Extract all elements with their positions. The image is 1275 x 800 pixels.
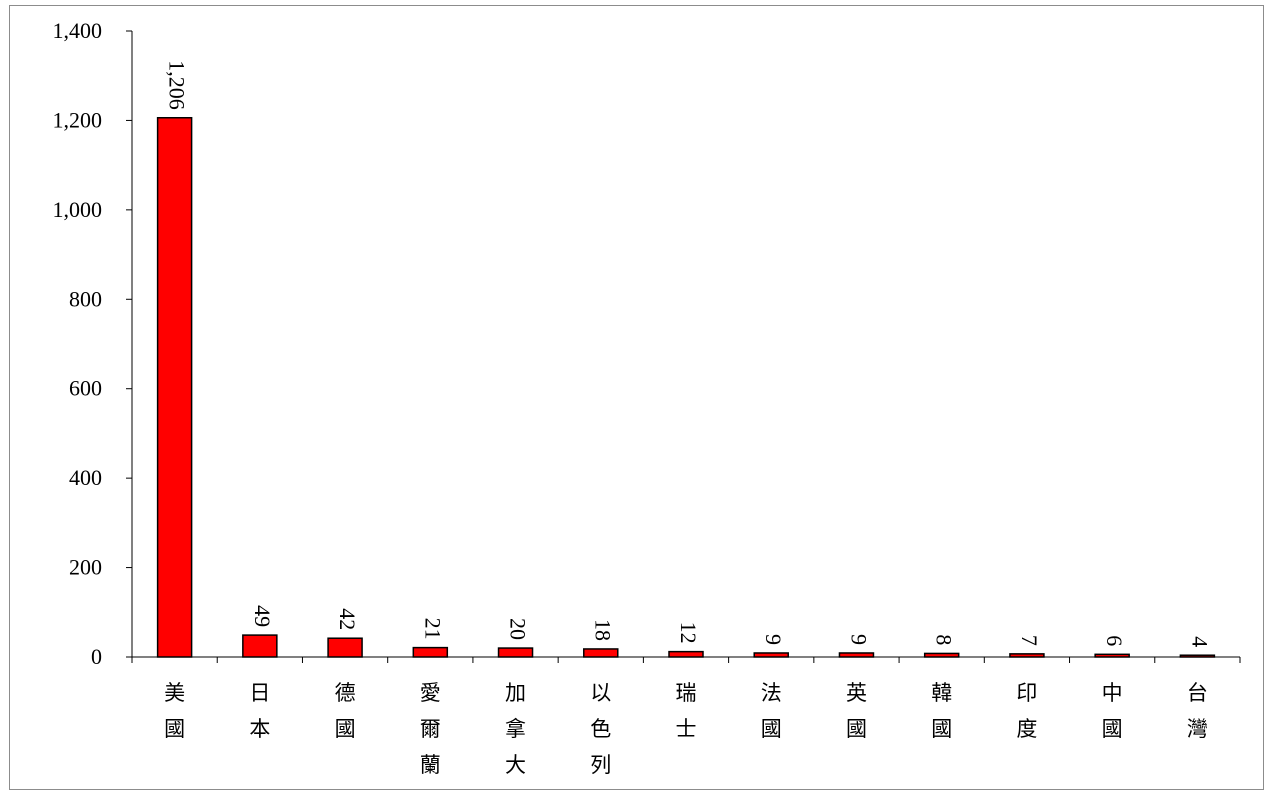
x-category-label: 德國 — [335, 681, 356, 741]
bar — [583, 648, 619, 658]
chart-frame — [9, 5, 1264, 790]
data-label: 49 — [250, 605, 275, 627]
bar — [1009, 653, 1045, 658]
data-label: 4 — [1187, 636, 1212, 647]
bar — [497, 647, 534, 658]
y-tick-label: 800 — [69, 286, 102, 311]
data-label: 9 — [846, 634, 871, 645]
bar — [156, 116, 193, 658]
x-category-label: 中國 — [1102, 681, 1123, 741]
data-label: 6 — [1102, 635, 1127, 646]
bar — [412, 646, 449, 658]
axes: 0 200 400 600 800 1,000 1,200 1,400 — [53, 18, 1241, 669]
x-category-label: 日本 — [249, 681, 270, 741]
bar — [1094, 653, 1130, 658]
data-label: 21 — [420, 618, 445, 640]
data-label: 18 — [591, 619, 616, 641]
x-category-label: 加拿大 — [505, 681, 526, 777]
bar — [242, 634, 278, 658]
data-label: 20 — [505, 618, 530, 640]
y-tick-label: 200 — [69, 555, 102, 580]
y-tick-label: 1,200 — [53, 107, 103, 132]
x-category-label: 印度 — [1016, 681, 1037, 741]
y-tick-label: 400 — [69, 465, 102, 490]
bar — [668, 650, 704, 658]
x-category-label: 台灣 — [1187, 681, 1208, 741]
x-category-label: 美國 — [164, 681, 185, 741]
bar — [1179, 654, 1216, 658]
bar — [838, 652, 875, 658]
x-category-label: 瑞士 — [676, 681, 697, 741]
y-tick-label: 1,400 — [53, 18, 103, 43]
data-label: 9 — [761, 634, 786, 645]
bar — [923, 652, 960, 658]
x-category-label: 韓國 — [931, 681, 952, 741]
data-label: 7 — [1017, 635, 1042, 646]
labels: 1,206 美國 49 日本 42 德國 21 愛爾蘭 20 加拿大 18 以色列 12 瑞士 9 法國 9 英國… — [164, 60, 1212, 777]
x-category-label: 法國 — [761, 681, 782, 741]
data-label: 1,206 — [165, 60, 190, 110]
data-label: 12 — [676, 622, 701, 644]
y-tick-label: 0 — [91, 644, 102, 669]
bar — [753, 652, 789, 658]
x-category-label: 愛爾蘭 — [420, 681, 441, 777]
bars — [156, 116, 1216, 658]
data-label: 42 — [335, 608, 360, 630]
data-label: 8 — [932, 634, 957, 645]
y-tick-label: 1,000 — [53, 197, 103, 222]
x-category-label: 英國 — [846, 681, 867, 741]
bar — [327, 637, 363, 658]
y-tick-label: 600 — [69, 376, 102, 401]
x-category-label: 以色列 — [590, 681, 611, 777]
